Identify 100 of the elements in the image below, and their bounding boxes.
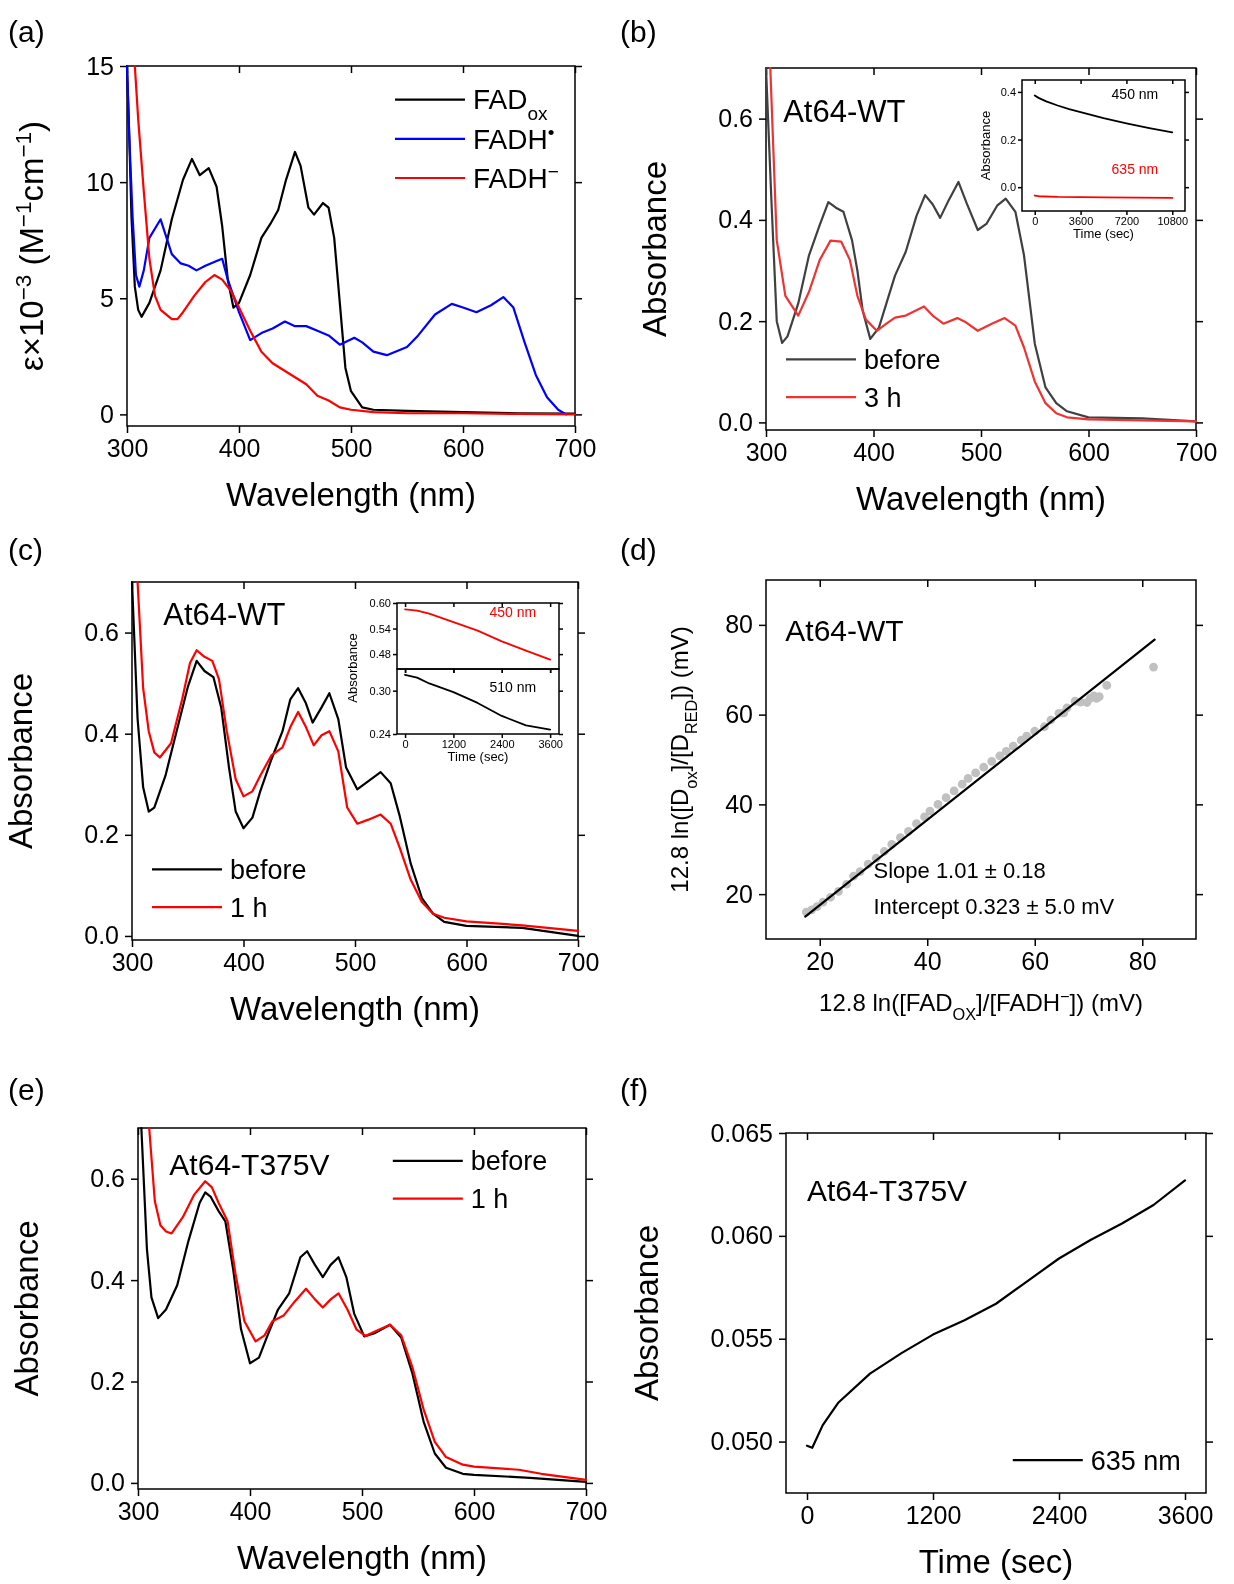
x-tick-label: 700 bbox=[554, 433, 597, 462]
x-tick-label: 3600 bbox=[1157, 1500, 1214, 1529]
y-tick-label: 0.2 bbox=[1000, 133, 1016, 146]
legend-label: FAD$_{ox}$ bbox=[473, 84, 549, 124]
x-tick-label: 0 bbox=[800, 1500, 815, 1529]
point bbox=[1008, 741, 1018, 751]
legend-label: 450 nm bbox=[1111, 86, 1159, 103]
y-tick-label: 0.0 bbox=[718, 407, 753, 436]
x-tick-label: 1200 bbox=[905, 1500, 962, 1529]
line-series bbox=[404, 608, 552, 661]
point bbox=[1102, 681, 1112, 690]
x-tick-label: 40 bbox=[913, 946, 942, 975]
point bbox=[949, 786, 959, 796]
x-tick-label: 400 bbox=[229, 1496, 272, 1525]
series-label: 635 nm bbox=[1111, 160, 1159, 177]
y-tick-label: 0.4 bbox=[1000, 85, 1016, 98]
y-tick-label: 0.060 bbox=[710, 1221, 773, 1250]
legend-label: FADH$^{•}$ bbox=[473, 121, 555, 155]
annotation: Intercept 0.323 ± 5.0 mV bbox=[873, 894, 1115, 920]
x-tick-label: 2400 bbox=[490, 737, 515, 750]
x-tick-label: 600 bbox=[1068, 437, 1110, 466]
point bbox=[963, 773, 973, 783]
y-axis-title: Absorbance bbox=[628, 1224, 665, 1402]
chart-title: (d) bbox=[620, 533, 657, 566]
x-axis-title: Wavelength (nm) bbox=[229, 990, 481, 1027]
annotation: At64-WT bbox=[163, 597, 286, 633]
x-tick-label: 500 bbox=[330, 433, 373, 462]
point bbox=[933, 800, 943, 809]
x-tick-label: 300 bbox=[117, 1496, 160, 1525]
x-tick-label: 0 bbox=[402, 737, 409, 750]
annotation: At64-T375V bbox=[169, 1147, 330, 1181]
x-tick-label: 3600 bbox=[1068, 214, 1094, 227]
x-axis-title: Wavelength (nm) bbox=[225, 476, 477, 513]
point bbox=[995, 751, 1005, 761]
y-tick-label: 60 bbox=[725, 700, 753, 729]
y-tick-label: 0.4 bbox=[718, 205, 754, 234]
x-axis-title: Time (sec) bbox=[1073, 226, 1134, 241]
y-axis-title: Absorbance bbox=[636, 160, 673, 338]
point bbox=[1001, 747, 1011, 756]
y-tick-label: 0.60 bbox=[369, 597, 391, 610]
chart-title: (c) bbox=[8, 533, 43, 566]
y-tick-label: 10 bbox=[86, 167, 114, 196]
x-tick-label: 7200 bbox=[1114, 214, 1140, 227]
y-tick-label: 0.4 bbox=[90, 1265, 126, 1294]
x-tick-label: 10800 bbox=[1157, 214, 1189, 227]
chart-title: (b) bbox=[620, 15, 657, 48]
x-tick-label: 80 bbox=[1128, 946, 1157, 975]
x-tick-label: 0 bbox=[1032, 214, 1039, 227]
legend-label: FADH$^{−}$ bbox=[473, 160, 559, 194]
y-tick-label: 0.055 bbox=[710, 1324, 773, 1353]
legend-label: 635 nm bbox=[1090, 1445, 1181, 1476]
y-tick-label: 20 bbox=[725, 879, 753, 908]
y-tick-label: 0 bbox=[100, 399, 114, 428]
x-tick-label: 600 bbox=[453, 1496, 496, 1525]
y-tick-label: 0.050 bbox=[710, 1427, 773, 1456]
legend-label: 510 nm bbox=[489, 678, 537, 695]
y-tick-label: 0.2 bbox=[90, 1367, 125, 1396]
y-tick-label: 80 bbox=[725, 610, 753, 639]
annotation: Slope 1.01 ± 0.18 bbox=[873, 858, 1046, 884]
y-tick-label: 0.54 bbox=[369, 622, 391, 635]
y-tick-label: 0.24 bbox=[369, 728, 391, 741]
series-label: 450 nm bbox=[489, 604, 537, 621]
annotation: At64-WT bbox=[783, 94, 906, 130]
legend-label: before bbox=[470, 1146, 548, 1177]
legend-label: 1 h bbox=[470, 1184, 509, 1215]
x-tick-label: 400 bbox=[853, 437, 895, 466]
x-tick-label: 500 bbox=[334, 947, 377, 976]
x-axis-title: Time (sec) bbox=[447, 749, 509, 764]
point bbox=[971, 768, 980, 778]
x-tick-label: 600 bbox=[442, 433, 485, 462]
x-tick-label: 700 bbox=[565, 1496, 608, 1525]
chart-title: (f) bbox=[620, 1073, 649, 1106]
annotation: At64-T375V bbox=[807, 1174, 968, 1208]
x-axis-title: Wavelength (nm) bbox=[855, 480, 1107, 517]
y-tick-label: 40 bbox=[725, 789, 753, 818]
y-tick-label: 0.6 bbox=[84, 618, 119, 647]
y-tick-label: 0.2 bbox=[718, 306, 753, 335]
point bbox=[1149, 662, 1158, 672]
x-axis-title: Wavelength (nm) bbox=[236, 1539, 488, 1576]
line-series bbox=[805, 1179, 1187, 1449]
x-tick-label: 500 bbox=[341, 1496, 384, 1525]
x-tick-label: 1200 bbox=[441, 737, 467, 750]
point bbox=[979, 762, 989, 772]
y-tick-label: 0.30 bbox=[369, 684, 391, 697]
legend-label: before bbox=[864, 344, 941, 375]
x-tick-label: 3600 bbox=[538, 737, 563, 750]
x-tick-label: 700 bbox=[1175, 437, 1218, 466]
x-tick-label: 700 bbox=[557, 947, 600, 976]
x-axis-title: Time (sec) bbox=[918, 1543, 1074, 1580]
legend-label: before bbox=[230, 854, 307, 885]
y-tick-label: 0.2 bbox=[84, 820, 119, 849]
x-tick-label: 500 bbox=[960, 437, 1003, 466]
y-tick-label: 0.48 bbox=[369, 648, 391, 661]
x-tick-label: 300 bbox=[106, 433, 149, 462]
y-axis-title: Absorbance bbox=[345, 633, 360, 703]
x-tick-label: 600 bbox=[446, 947, 488, 976]
y-axis-title: Absorbance bbox=[2, 672, 39, 850]
point bbox=[941, 793, 951, 803]
y-tick-label: 0.6 bbox=[718, 104, 753, 133]
x-tick-label: 20 bbox=[806, 946, 835, 975]
